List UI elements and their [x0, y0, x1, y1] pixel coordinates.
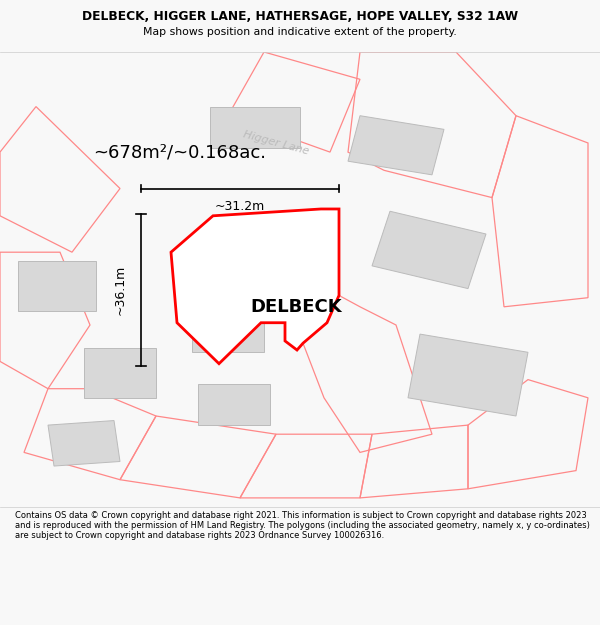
- Polygon shape: [18, 261, 96, 311]
- Polygon shape: [198, 384, 270, 425]
- Polygon shape: [348, 116, 444, 175]
- Text: DELBECK: DELBECK: [250, 298, 342, 316]
- Polygon shape: [171, 209, 339, 364]
- Polygon shape: [372, 211, 486, 289]
- Polygon shape: [48, 421, 120, 466]
- Text: ~36.1m: ~36.1m: [113, 264, 127, 315]
- Polygon shape: [84, 348, 156, 398]
- Text: DELBECK, HIGGER LANE, HATHERSAGE, HOPE VALLEY, S32 1AW: DELBECK, HIGGER LANE, HATHERSAGE, HOPE V…: [82, 11, 518, 23]
- Text: ~31.2m: ~31.2m: [215, 200, 265, 213]
- Text: ~678m²/~0.168ac.: ~678m²/~0.168ac.: [94, 143, 266, 161]
- Polygon shape: [210, 107, 300, 148]
- Polygon shape: [408, 334, 528, 416]
- Polygon shape: [192, 311, 264, 352]
- Text: Map shows position and indicative extent of the property.: Map shows position and indicative extent…: [143, 28, 457, 38]
- Text: Higger Lane: Higger Lane: [242, 129, 310, 157]
- Text: Contains OS data © Crown copyright and database right 2021. This information is : Contains OS data © Crown copyright and d…: [15, 511, 590, 541]
